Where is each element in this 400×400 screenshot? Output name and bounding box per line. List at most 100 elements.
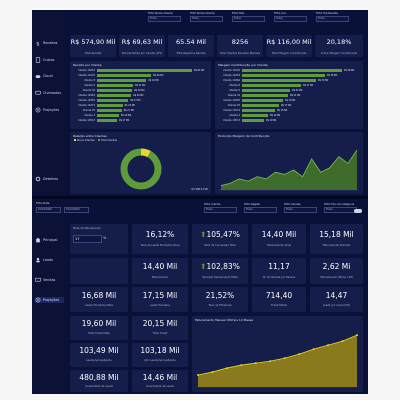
toggle-switch[interactable] xyxy=(354,209,362,213)
bar-row: Cliente 10462 R$ 29 Mil xyxy=(72,94,207,97)
users-icon xyxy=(35,257,41,263)
kpi-label: Total Clientes Receitas Mensais xyxy=(219,52,261,55)
nav-label: Projeções xyxy=(43,298,60,302)
bar-row: Cliente 10474 R$ 22 Mil xyxy=(72,104,207,107)
bar xyxy=(97,84,134,87)
filter-tipo-categoria[interactable]: Filtro Tipo de Categoria Todos xyxy=(324,203,357,213)
bar-row: Cliente 2 R$ 12 Mil xyxy=(217,114,357,117)
bar-row: Cliente 10462 R$ 34 Mil xyxy=(217,79,357,82)
data-point xyxy=(283,357,286,360)
bar-value: R$ 15 Mil xyxy=(277,109,288,112)
nav-label: Receitas xyxy=(43,41,58,45)
dollar-icon: $ xyxy=(35,40,41,47)
home-icon xyxy=(35,237,41,243)
kpi-label: Leads Aproveitados xyxy=(86,359,112,362)
date-from-input[interactable]: 01/01/2020 xyxy=(36,207,61,213)
bar-label: Cliente 10513 xyxy=(223,119,240,122)
nav-projecoes[interactable]: Projeções xyxy=(35,107,59,113)
filter-cliente-1[interactable]: Filtro Nome Cliente Todos xyxy=(148,12,181,22)
kpi-total-receita: R$ 574,90 Mil Total Receita xyxy=(70,35,116,57)
filter-dropdown[interactable]: Todos xyxy=(204,207,237,213)
date-to-input[interactable]: 31/12/2024 xyxy=(63,207,89,213)
bar xyxy=(97,79,147,82)
filter-dropdown[interactable]: Todos xyxy=(244,207,277,213)
bar-list: Cliente 10453 R$ 81 Mil Cliente 10125 R$ 46… xyxy=(70,69,211,127)
bar xyxy=(97,119,117,122)
kpi-value: 8256 xyxy=(231,38,249,46)
nav-cloud[interactable]: Cloud xyxy=(35,73,53,79)
kpi-faturamento-12m: 2,62 Mi Faturamento Último 12M xyxy=(310,258,363,284)
filter-vendas[interactable]: Filtro Vendas Todos xyxy=(284,203,317,213)
bar-label: Cliente 5 xyxy=(229,89,240,92)
kpi-receita-media: R$ 69,63 Mil Receita Média por Cliente (L… xyxy=(119,35,165,57)
kpi-value: 480,88 Mil xyxy=(79,373,119,382)
target-icon xyxy=(35,297,41,303)
nav-vendas[interactable]: Vendas xyxy=(35,277,55,283)
filter-top-receita[interactable]: Filtro Top Receita Todos xyxy=(316,12,349,22)
cloud-icon xyxy=(35,73,41,79)
kpi-label: Total Ticket Meta xyxy=(88,332,110,335)
bar-value: R$ 38 Mil xyxy=(327,74,338,77)
chart-title: Faturamento Mensal Últimos 12 Meses xyxy=(195,318,254,322)
bar-label: Cliente 25 xyxy=(227,104,240,107)
data-point xyxy=(327,344,330,347)
kpi-label: Ticket Médio xyxy=(270,304,288,307)
bar-value: R$ 29 Mil xyxy=(133,94,144,97)
bar xyxy=(242,84,301,87)
kpi-value: 15,18 Mil xyxy=(319,230,354,239)
filter-label: Filtro Nome Cliente xyxy=(148,12,173,15)
faturamento-mensal-chart: Faturamento Mensal Últimos 12 Meses xyxy=(192,316,363,392)
filter-regiao[interactable]: Filtro Região Todos xyxy=(244,203,277,213)
up-arrow-icon: ⬆ xyxy=(200,230,207,239)
kpi-value: 65.54 Mil xyxy=(176,38,206,46)
kpi-value: R$ 574,90 Mil xyxy=(70,38,116,46)
bar-value: R$ 17 Mil xyxy=(118,119,130,122)
filter-label: Filtro Região xyxy=(244,203,261,206)
kpi-qtd-leads-aproveitados: 103,18 Mil qtd. Leads Aproveitados xyxy=(132,343,188,367)
filter-dropdown[interactable]: Todos xyxy=(190,16,223,22)
filter-label: Filtro Ano xyxy=(274,12,287,15)
data-point xyxy=(341,340,344,343)
bar-value: R$ 30 Mil xyxy=(134,89,145,92)
nav-projecoes-2[interactable]: Projeções xyxy=(35,297,64,303)
kpi-faturamento-atual: 14,40 Mil Faturamento Atual xyxy=(252,224,306,254)
kpi-taxa-eficiencia: 21,52% Taxa de Eficiência xyxy=(192,287,248,312)
nav-receitas[interactable]: $ Receitas xyxy=(35,40,58,47)
filter-dropdown[interactable]: Todos xyxy=(284,207,317,213)
filter-label: Filtro Mês xyxy=(232,12,245,15)
kpi-label: Leads Previstos xyxy=(149,304,171,307)
bar-row: Cliente 25 R$ 21 Mil xyxy=(72,109,207,112)
donut-value-label: R$ 988,33 Mil xyxy=(191,188,208,191)
nav-chamados[interactable]: Chamados xyxy=(35,90,61,96)
data-point xyxy=(211,371,214,374)
kpi-quantidade-leads: 480,88 Mil Quantidade de Leads xyxy=(70,370,128,392)
bar-value: R$ 21 Mil xyxy=(123,109,134,112)
kpi-label: Nº de Vendas por Pessoa xyxy=(262,276,296,279)
nav-detalhes[interactable]: Detalhes xyxy=(35,176,58,182)
meta-input[interactable]: 17 xyxy=(73,235,102,243)
bar-row: Cliente 10453 R$ 81 Mil xyxy=(72,69,207,72)
filter-cliente-2[interactable]: Filtro Nome Cliente Todos xyxy=(190,12,223,22)
filter-dropdown[interactable]: Todos xyxy=(316,16,349,22)
filter-dropdown[interactable]: Todos xyxy=(324,207,357,213)
filter-data[interactable]: Filtro Data 01/01/2020 31/12/2024 xyxy=(36,202,89,213)
bar xyxy=(242,109,275,112)
nav-leads[interactable]: Leads xyxy=(35,257,53,263)
nav-label: Cloud xyxy=(43,74,53,78)
kpi-label: Quantidade de Leads xyxy=(146,385,174,388)
filter-dropdown[interactable]: Todos xyxy=(274,16,307,22)
nav-label: Custos xyxy=(43,58,55,62)
nav-principal[interactable]: Principal xyxy=(35,237,57,243)
bar-label: Cliente 10474 xyxy=(78,104,95,107)
filter-mes[interactable]: Filtro Mês Todos xyxy=(232,12,265,22)
sidebar-bottom: Principal Leads Vendas Projeções xyxy=(32,199,67,394)
nav-custos[interactable]: Custos xyxy=(35,57,54,63)
bar xyxy=(242,74,325,77)
kpi-taxa-leads: 16,12% Taxa de Leads Fechados Atual xyxy=(132,224,188,254)
filter-dropdown[interactable]: Todos xyxy=(232,16,265,22)
filter-cliente-b[interactable]: Filtro Cliente Todos xyxy=(204,203,237,213)
filter-dropdown[interactable]: Todos xyxy=(148,16,181,22)
bar xyxy=(97,114,119,117)
margem-por-cliente-chart: Margem Contribuição por Cliente Cliente … xyxy=(215,61,363,129)
filter-ano[interactable]: Filtro Ano Todos xyxy=(274,12,307,22)
